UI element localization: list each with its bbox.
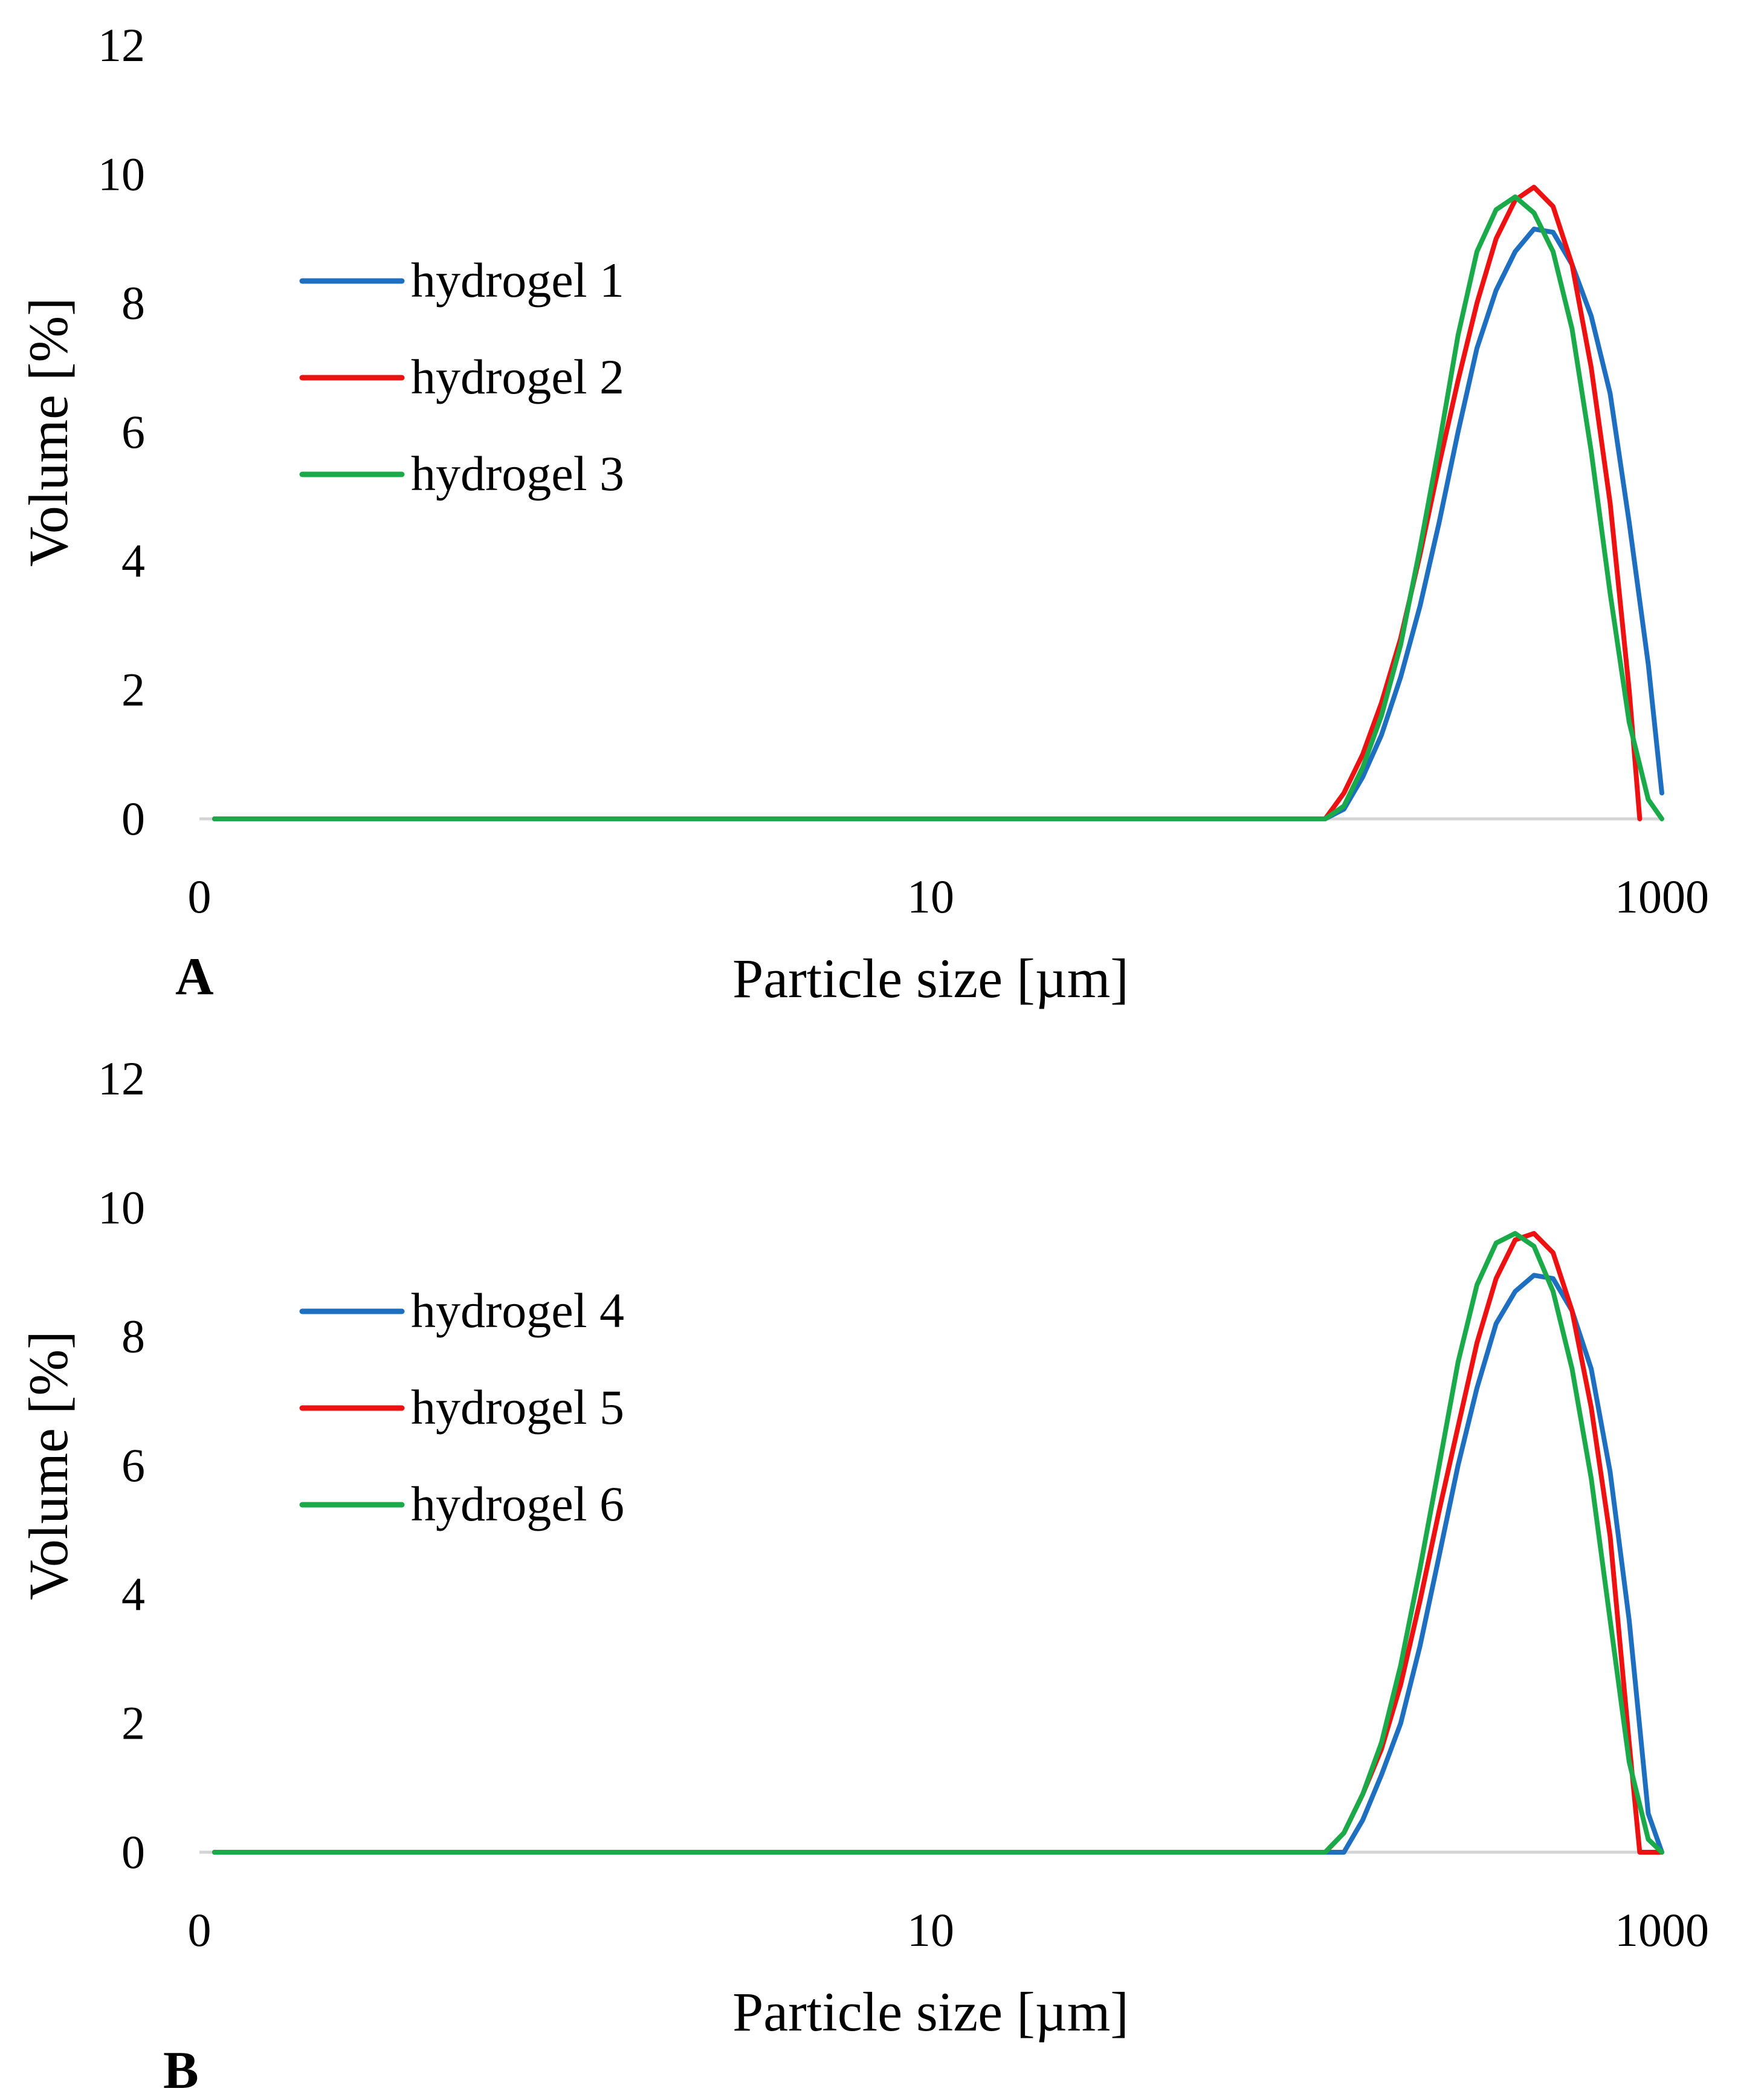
x-tick-label: 10 bbox=[907, 1904, 954, 1956]
x-tick-label: 0 bbox=[188, 870, 212, 923]
panel-label: A bbox=[175, 948, 214, 1006]
x-tick-label: 1000 bbox=[1615, 1904, 1709, 1956]
series-line-hydrogel-4 bbox=[212, 1273, 1664, 1855]
x-tick-label: 10 bbox=[907, 870, 954, 923]
y-tick-label: 0 bbox=[121, 792, 145, 845]
y-tick-label: 4 bbox=[121, 1568, 145, 1620]
x-tick-label: 0 bbox=[188, 1904, 212, 1956]
y-tick-label: 2 bbox=[121, 664, 145, 716]
x-axis-title: Particle size [µm] bbox=[732, 948, 1129, 1009]
panel-label: B bbox=[163, 2041, 199, 2100]
series-line-hydrogel-6 bbox=[212, 1231, 1664, 1855]
y-tick-label: 8 bbox=[121, 1310, 145, 1363]
x-axis-title: Particle size [µm] bbox=[732, 1981, 1129, 2043]
y-tick-label: 12 bbox=[98, 1052, 145, 1105]
y-tick-label: 4 bbox=[121, 534, 145, 587]
legend-label: hydrogel 4 bbox=[411, 1283, 624, 1338]
chart-panel-a: 0 2 4 6 8 10 12 0 10 1000 Particle size [µm] Volume… bbox=[18, 19, 1709, 1009]
x-tick-label: 1000 bbox=[1615, 870, 1709, 923]
legend-label: hydrogel 2 bbox=[411, 349, 624, 404]
y-tick-label: 0 bbox=[121, 1826, 145, 1878]
y-tick-label: 2 bbox=[121, 1697, 145, 1749]
y-tick-label: 10 bbox=[98, 147, 145, 200]
y-tick-label: 10 bbox=[98, 1181, 145, 1233]
y-tick-label: 8 bbox=[121, 277, 145, 329]
legend-label: hydrogel 5 bbox=[411, 1380, 624, 1435]
chart-panel-b: 0 2 4 6 8 10 12 0 10 1000 Particle size [µm] Volume… bbox=[18, 1052, 1709, 2100]
y-axis-title: Volume [%] bbox=[18, 297, 79, 566]
legend-label: hydrogel 6 bbox=[411, 1476, 624, 1531]
legend-label: hydrogel 1 bbox=[411, 253, 624, 308]
y-tick-label: 6 bbox=[121, 405, 145, 458]
legend-label: hydrogel 3 bbox=[411, 446, 624, 501]
y-tick-label: 6 bbox=[121, 1439, 145, 1491]
series-line-hydrogel-1 bbox=[212, 227, 1664, 821]
series-line-hydrogel-3 bbox=[212, 194, 1664, 821]
y-tick-label: 12 bbox=[98, 19, 145, 71]
y-axis-title: Volume [%] bbox=[18, 1331, 79, 1600]
series-line-hydrogel-2 bbox=[212, 184, 1643, 821]
